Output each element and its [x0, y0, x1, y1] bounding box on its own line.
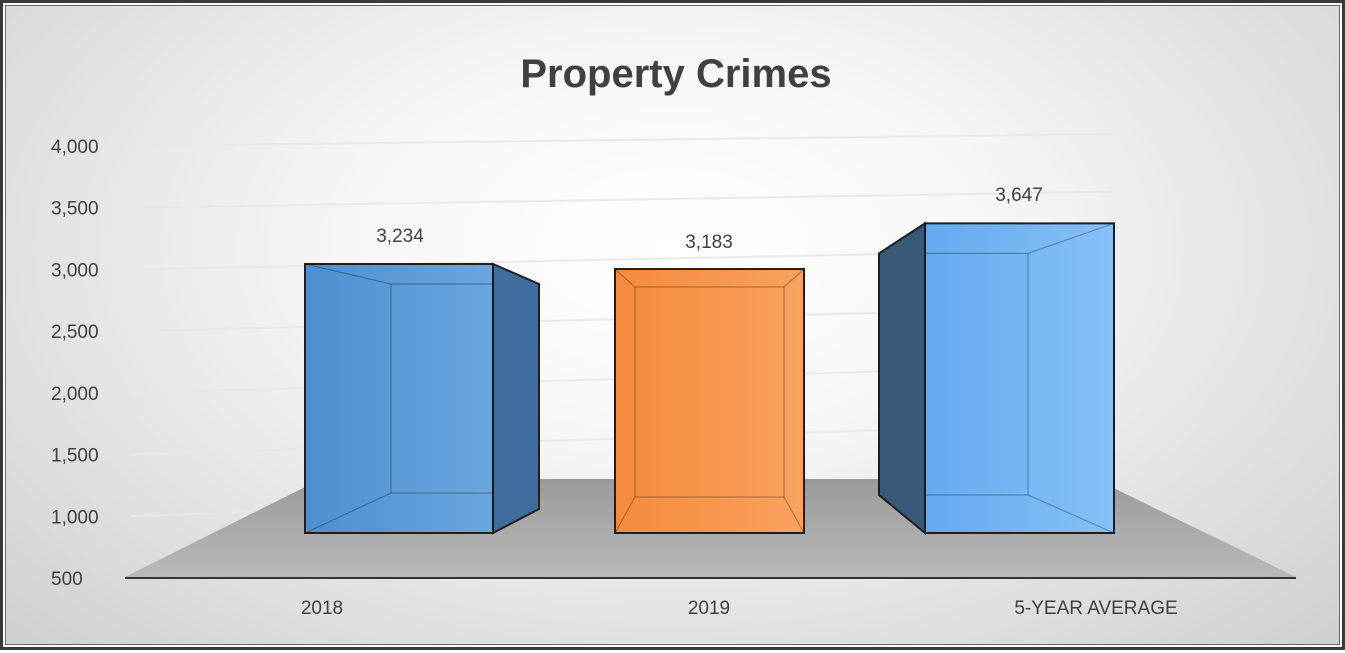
y-tick-label: 500 — [51, 569, 83, 590]
data-label: 3,234 — [376, 226, 424, 247]
data-label: 3,183 — [685, 232, 733, 253]
bar-front-face — [924, 222, 1115, 535]
property-crimes-chart: Property Crimes 500 1,000 1,500 2,000 2,500 3… — [51, 52, 1296, 619]
bar-inner-edge — [1027, 222, 1115, 254]
chart-title: Property Crimes — [520, 52, 831, 96]
y-tick-label: 4,000 — [51, 137, 99, 158]
bar-5-year-average — [878, 221, 1115, 536]
x-category-label: 2019 — [688, 598, 730, 619]
bar-2018 — [304, 262, 540, 535]
data-label: 3,647 — [995, 185, 1043, 206]
y-tick-label: 3,000 — [51, 260, 99, 281]
bars — [304, 221, 1115, 536]
x-category-label: 2018 — [301, 598, 343, 619]
y-tick-label: 1,000 — [51, 507, 99, 528]
bar-inner-edge — [304, 263, 392, 285]
y-tick-label: 2,000 — [51, 384, 99, 405]
bar-side-face — [878, 221, 926, 536]
gridline — [130, 133, 1114, 147]
x-axis-labels: 2018 2019 5-YEAR AVERAGE — [301, 598, 1178, 619]
y-axis-ticks: 500 1,000 1,500 2,000 2,500 3,000 3,500 4,000 — [51, 137, 99, 590]
y-tick-label: 2,500 — [51, 322, 99, 343]
y-tick-label: 3,500 — [51, 199, 99, 220]
bar-inner-edge — [1027, 494, 1115, 534]
bar-inner-edge — [304, 492, 392, 534]
bar-2019 — [614, 268, 805, 534]
bar-front-face — [304, 263, 494, 534]
x-category-label: 5-YEAR AVERAGE — [1014, 598, 1177, 619]
data-labels: 3,234 3,183 3,647 — [376, 185, 1043, 253]
bar-inner-edge — [783, 268, 805, 288]
gridline — [130, 190, 1114, 209]
bar-side-face — [492, 262, 540, 535]
bar-inner-edge — [614, 496, 636, 534]
bar-inner-edge — [783, 496, 805, 534]
y-tick-label: 1,500 — [51, 446, 99, 467]
bar-front-face — [614, 268, 805, 534]
bar-inner-edge — [614, 268, 636, 288]
